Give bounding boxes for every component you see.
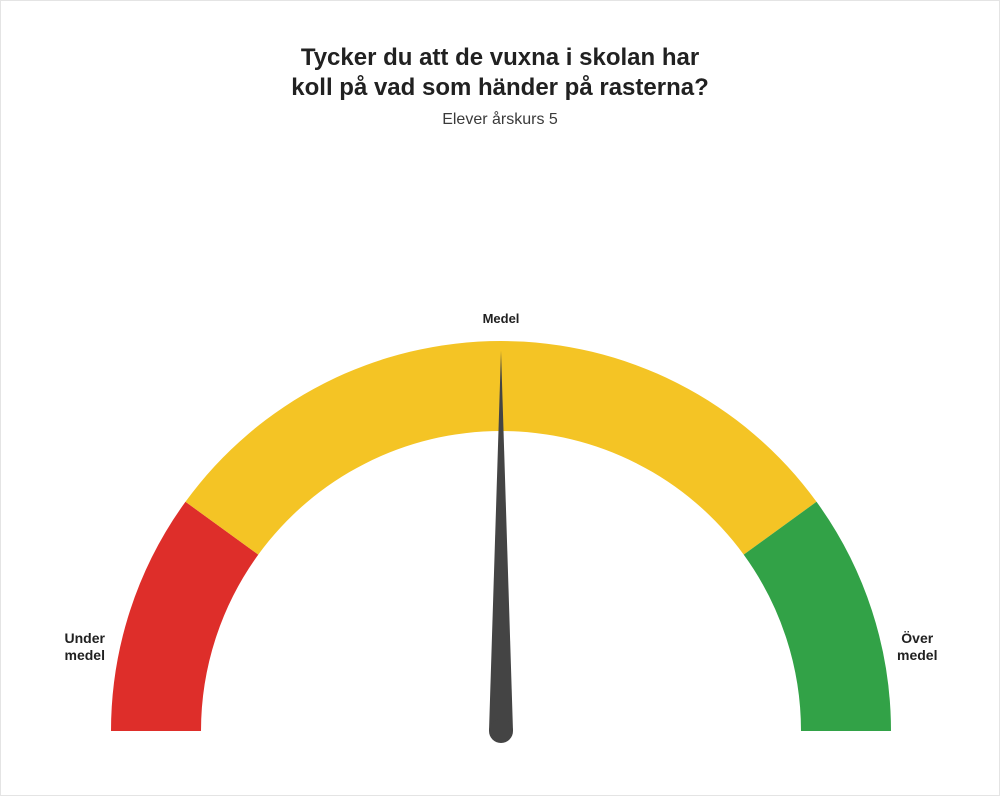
chart-frame: Tycker du att de vuxna i skolan har koll… [0, 0, 1000, 796]
gauge-label-over-medel: Över medel [887, 630, 947, 664]
gauge-needle-hub [489, 719, 513, 743]
gauge-label-under-medel: Under medel [55, 630, 115, 664]
gauge-chart [1, 1, 1000, 797]
gauge-label-medel: Medel [471, 311, 531, 327]
